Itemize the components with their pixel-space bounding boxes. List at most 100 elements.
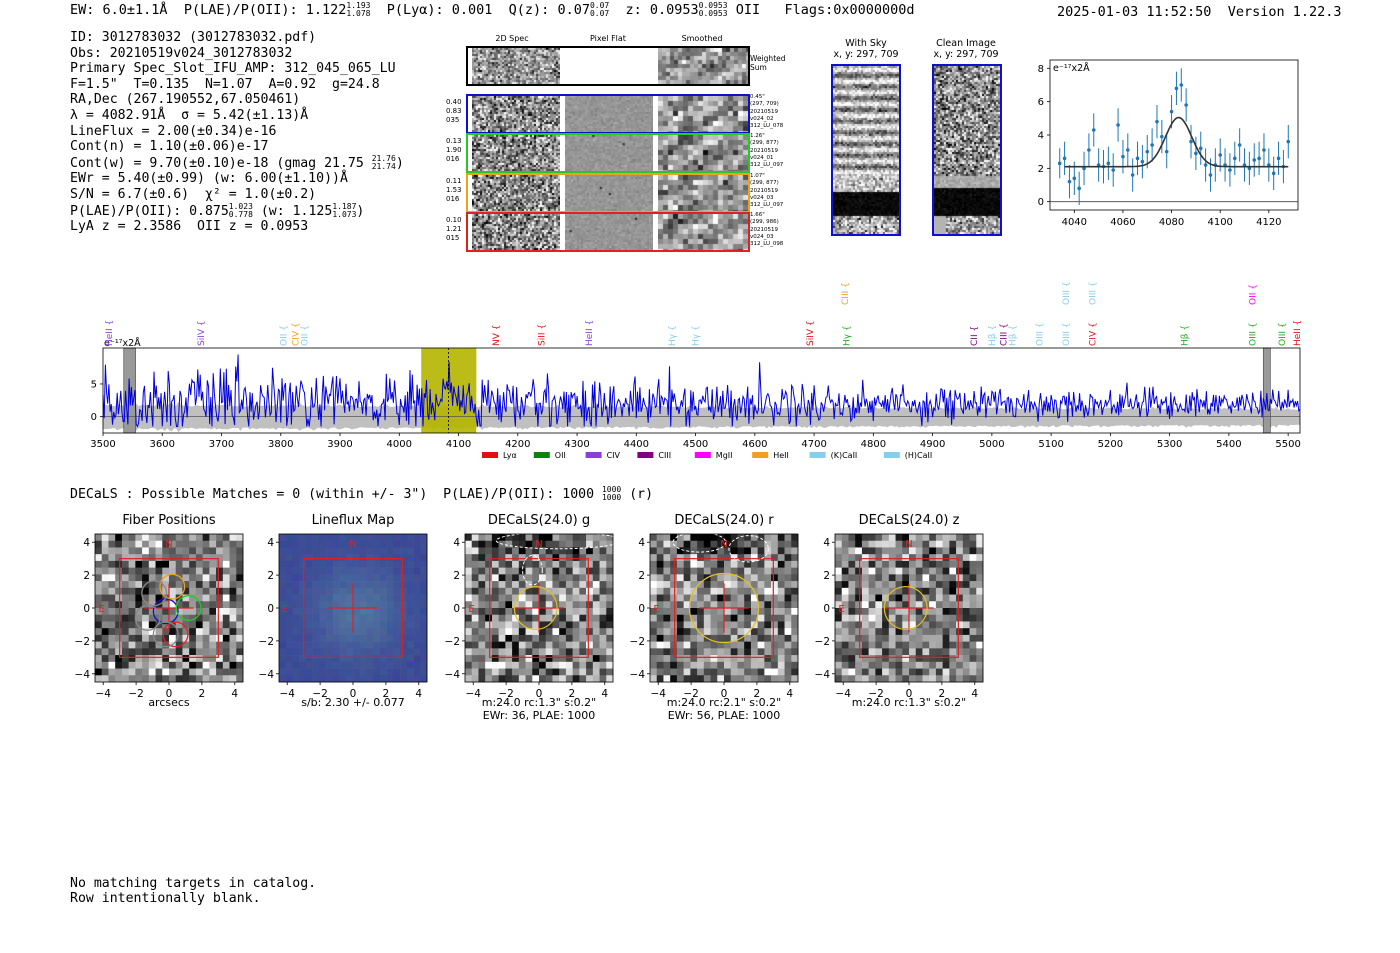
xtick-label: 5100 — [1038, 439, 1063, 450]
ytick-label: 0 — [453, 603, 460, 615]
data-point — [1091, 128, 1096, 132]
xtick-label: 4600 — [742, 439, 767, 450]
cutout-meta: (299, 986) — [750, 219, 779, 226]
cutout-meta: (297, 709) — [750, 101, 779, 108]
cutout-pixelflat — [565, 135, 653, 171]
data-point — [1145, 149, 1150, 154]
ytick-label: 8 — [1038, 64, 1044, 75]
ytick-label: −2 — [75, 636, 90, 648]
ytick-label: 0 — [823, 603, 830, 615]
aperture-circle — [513, 586, 558, 630]
data-point — [1067, 179, 1072, 184]
spectrum-frame — [102, 347, 1301, 434]
data-point — [1252, 158, 1257, 162]
decals-panel-title: DECaLS(24.0) g — [487, 513, 591, 528]
cutout-row-stats: 0.13 1.90 016 — [446, 137, 466, 164]
plae-range: 1.193 1.078 — [346, 1, 371, 18]
line-label-text: SiIV { — [806, 320, 816, 346]
data-point — [1184, 103, 1188, 107]
xtick-label: −2 — [128, 688, 143, 700]
xtick-label: 4060 — [1110, 217, 1135, 228]
xtick-label: −2 — [868, 688, 883, 700]
info-radec: RA,Dec (267.190552,67.050461) — [70, 92, 301, 108]
zoom-ylabel: e⁻¹⁷x2Å — [1053, 62, 1090, 74]
data-point — [1126, 148, 1130, 152]
line-fit-plot: 0 2 4 6 8 4040 4060 4080 4100 4120 e⁻¹⁷x2Å — [1038, 59, 1299, 228]
compass-east: E — [468, 604, 474, 615]
search-box — [119, 558, 219, 658]
spectrum-line — [102, 354, 1301, 428]
legend-swatch — [533, 452, 550, 458]
xtick-label: 2 — [754, 688, 761, 700]
cutout-stat: 1.53 — [446, 186, 462, 194]
xtick-label: 4120 — [1256, 217, 1281, 228]
cutout-pixelflat — [565, 214, 653, 250]
xtick-label: 4000 — [387, 439, 412, 450]
cutout-row — [466, 133, 750, 173]
cutout-meta: 312_LU_078 — [750, 123, 784, 130]
ytick-label: −4 — [815, 669, 831, 681]
fiber-circle — [175, 595, 202, 621]
z-range: 0.0953 0.0953 — [698, 1, 728, 18]
decals-panel-lineflux: N E −4 −4 −2 −2 0 0 2 2 4 4 — [259, 533, 428, 700]
line-label: OIII { — [1062, 281, 1072, 305]
cutout-smoothed — [658, 214, 748, 250]
line-label: HeII { — [1293, 320, 1303, 346]
ytick-label: 0 — [1038, 197, 1044, 208]
data-point — [1057, 161, 1062, 166]
cutout-meta: v024_03 — [750, 194, 774, 201]
data-point — [1106, 161, 1111, 166]
image-pixels — [650, 534, 799, 683]
cutout-row-meta: 1.26" (299, 877) 20210519 v024_01 312_LU_097 — [750, 133, 820, 169]
caption-line: s/b: 2.30 +/- 0.077 — [301, 696, 405, 709]
legend-swatch — [637, 452, 654, 458]
cutout-meta: v024_02 — [750, 115, 774, 122]
cutout-smoothed — [658, 175, 748, 211]
ytick-label: 0 — [638, 603, 645, 615]
weighted-sum-panel — [466, 46, 750, 86]
legend-label: OII — [555, 451, 566, 460]
cutout-stat: 0.83 — [446, 107, 462, 115]
compass-east: E — [98, 604, 104, 615]
col-title-2dspec: 2D Spec — [495, 34, 529, 43]
data-point — [1271, 171, 1276, 176]
xtick-label: 5400 — [1216, 439, 1241, 450]
decals-panel-caption: m:24.0 rc:1.3" s:0.2" — [805, 696, 1013, 709]
cutout-row — [466, 94, 750, 134]
zoom-frame — [1049, 59, 1299, 211]
line-label: SiII { — [538, 324, 548, 346]
legend-label: (H)CaII — [905, 451, 932, 460]
xtick-label: 2 — [383, 688, 390, 700]
ytick-label: 4 — [453, 537, 460, 549]
cutout-stat: 0.40 — [446, 98, 462, 106]
line-label-text: OIII { — [1062, 322, 1072, 346]
line-label-text: Hγ { — [668, 325, 678, 346]
info-lineflux: LineFlux = 2.00(±0.34)e-16 — [70, 123, 277, 139]
cutout-stat: 016 — [446, 155, 460, 163]
data-point — [1116, 123, 1120, 127]
line-label-text: OIII { — [1089, 281, 1099, 305]
line-label: OIII { — [1249, 322, 1259, 346]
line-label: NV { — [492, 325, 502, 346]
version: Version 1.22.3 — [1227, 4, 1342, 20]
ytick-label: 0 — [267, 603, 274, 615]
xtick-label: 4 — [231, 688, 238, 700]
caption-line: EWr: 56, PLAE: 1000 — [667, 709, 781, 722]
ytick-label: −4 — [75, 669, 91, 681]
ytick-label: −4 — [259, 669, 275, 681]
data-point — [1160, 134, 1164, 139]
header-datetime: 2025-01-03 11:52:50 Version 1.22.3 — [1057, 4, 1342, 20]
xtick-label: 4040 — [1062, 217, 1087, 228]
data-point — [1262, 148, 1266, 152]
with-sky-image — [831, 64, 901, 236]
data-point — [1087, 148, 1091, 152]
line-label-text: SiIV { — [197, 320, 207, 346]
ytick-label: 2 — [267, 570, 274, 582]
cutout-smoothed — [658, 96, 748, 132]
line-label: SiIV { — [197, 320, 207, 346]
data-point — [1179, 83, 1184, 87]
footer-line1: No matching targets in catalog. — [70, 876, 317, 891]
info-obs: Obs: 20210519v024_3012783032 — [70, 45, 293, 61]
data-point — [1135, 156, 1140, 161]
line-label: CIII { — [1000, 323, 1010, 346]
